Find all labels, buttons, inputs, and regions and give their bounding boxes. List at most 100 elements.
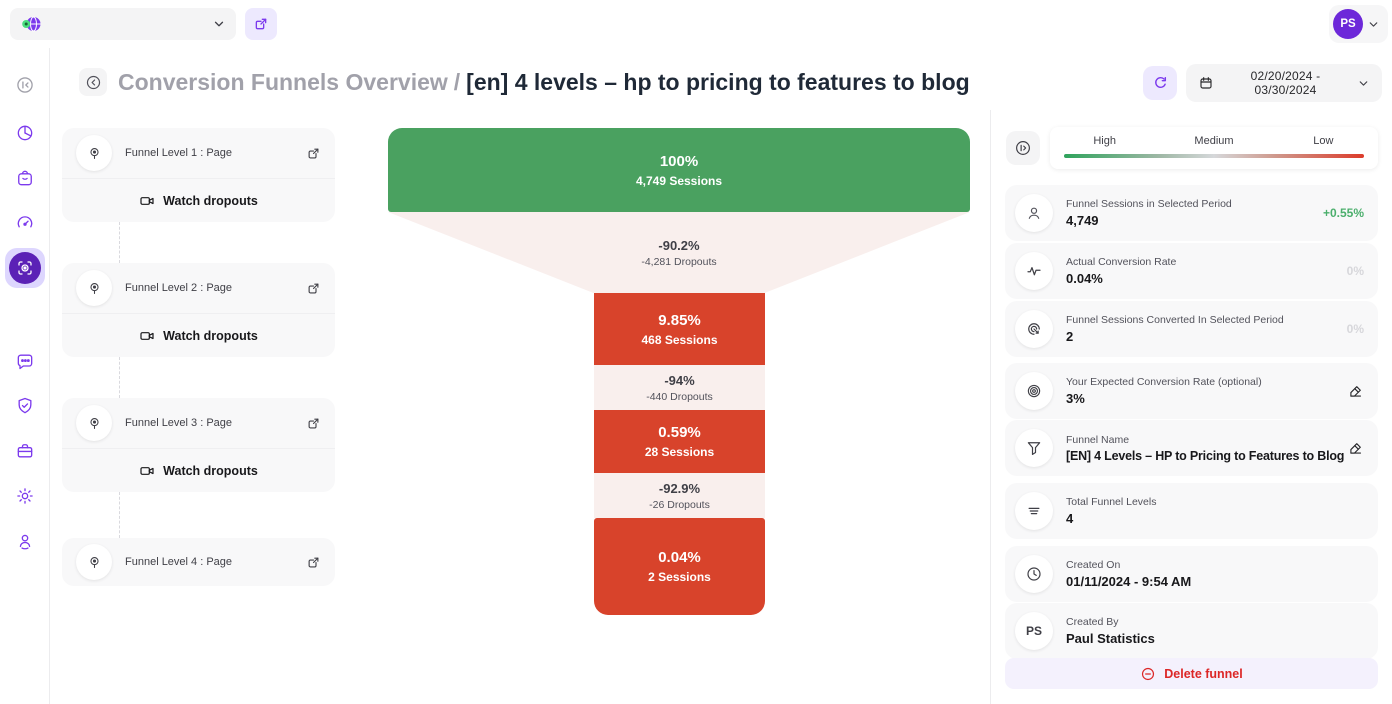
level-connector [119,357,120,398]
chat-bubble-icon [15,351,35,371]
stat-label: Total Funnel Levels [1066,496,1157,508]
watch-dropouts-button[interactable]: Watch dropouts [62,313,335,357]
trend-badge: 0% [1346,264,1364,278]
legend-low-label: Low [1313,135,1334,147]
funnel-stage-1[interactable]: 100% 4,749 Sessions [388,128,970,212]
stat-value: 0.04% [1066,271,1103,286]
sidebar-item-workspace[interactable] [7,433,43,469]
sidebar-item-dashboard[interactable] [7,115,43,151]
breadcrumb-separator: / [453,69,461,95]
site-logo-icon [20,14,44,34]
funnel-stage-3[interactable]: 0.59% 28 Sessions [594,410,765,473]
stat-value: 01/11/2024 - 9:54 AM [1066,574,1192,589]
delete-funnel-label: Delete funnel [1164,666,1243,681]
level-pin-icon [76,270,112,306]
chevron-down-icon [1367,18,1380,31]
gear-icon [15,486,35,506]
stage-sessions: 468 Sessions [641,332,718,347]
stat-label: Actual Conversion Rate [1066,256,1177,268]
level-title: Funnel Level 1 : Page [125,147,233,159]
breadcrumb: Conversion Funnels Overview / [en] 4 level… [118,69,970,96]
collapse-right-icon [1014,139,1032,157]
delete-funnel-button[interactable]: Delete funnel [1005,658,1378,689]
watch-dropouts-button[interactable]: Watch dropouts [62,178,335,222]
stage-sessions: 4,749 Sessions [635,173,723,188]
funnel-icon [1015,429,1053,467]
stat-value: 2 [1066,329,1074,344]
sidebar-item-visitors[interactable] [7,523,43,559]
arrow-left-circle-icon [85,74,102,91]
collapse-stats-panel-button[interactable] [1006,131,1040,165]
level-pin-icon [76,135,112,171]
pie-chart-icon [15,123,35,143]
chevron-down-icon [212,17,226,31]
open-level-button[interactable] [306,281,321,296]
user-menu[interactable]: PS [1329,5,1388,43]
trend-badge: 0% [1346,322,1364,336]
sidebar-collapse-button[interactable] [7,67,43,103]
calendar-icon [1198,75,1214,91]
watch-dropouts-label: Watch dropouts [163,193,258,208]
level-pin-icon [76,544,112,580]
stat-card-conversion-rate: Actual Conversion Rate 0.04% 0% [1005,243,1378,299]
funnel-level-card-4: Funnel Level 4 : Page [62,538,335,586]
video-camera-icon [139,463,155,479]
sidebar-item-ecommerce[interactable] [7,160,43,196]
date-range-picker[interactable]: 02/20/2024 - 03/30/2024 [1186,64,1382,102]
open-site-button[interactable] [245,8,277,40]
pulse-icon [1015,252,1053,290]
level-title: Funnel Level 3 : Page [125,417,233,429]
legend-high-label: High [1093,135,1116,147]
funnel-stage-2[interactable]: 9.85% 468 Sessions [594,293,765,365]
session-camera-icon [9,252,41,284]
main-sidebar [0,48,50,704]
stat-card-created-by: PS Created By Paul Statistics [1005,603,1378,659]
user-avatar: PS [1333,9,1363,39]
page-title: [en] 4 levels – hp to pricing to feature… [466,69,970,95]
funnel-stage-4[interactable]: 0.04% 2 Sessions [594,518,765,615]
sidebar-item-privacy[interactable] [7,388,43,424]
chevron-down-icon [1357,77,1370,90]
conversion-target-icon [1015,310,1053,348]
open-level-button[interactable] [306,146,321,161]
open-level-button[interactable] [306,555,321,570]
funnel-level-card-1: Funnel Level 1 : Page Watch dropouts [62,128,335,222]
sidebar-item-settings[interactable] [7,478,43,514]
shopping-bag-icon [15,168,35,188]
level-connector [119,492,120,538]
video-camera-icon [139,328,155,344]
back-button[interactable] [79,68,107,96]
sidebar-item-funnels-active[interactable] [5,248,45,288]
level-pin-icon [76,405,112,441]
clock-icon [1015,555,1053,593]
dartboard-icon [1015,372,1053,410]
level-title: Funnel Level 2 : Page [125,282,233,294]
shield-check-icon [15,396,35,416]
gauge-icon [15,213,35,233]
edit-funnel-name-button[interactable] [1347,440,1364,457]
funnel-dropout-3[interactable]: -92.9% -26 Dropouts [594,473,765,518]
level-connector [119,222,120,263]
stat-value: 4,749 [1066,213,1099,228]
stage-percent: 0.04% [658,549,701,566]
stat-label: Funnel Sessions Converted In Selected Pe… [1066,314,1284,326]
external-link-icon [253,16,269,32]
dropout-percent: -94% [664,372,695,388]
panel-divider [990,110,991,704]
open-level-button[interactable] [306,416,321,431]
funnel-dropout-1[interactable]: -90.2% -4,281 Dropouts [388,212,970,293]
stage-sessions: 2 Sessions [648,570,711,584]
breadcrumb-parent[interactable]: Conversion Funnels Overview [118,69,448,95]
dropout-count: -4,281 Dropouts [641,255,717,268]
edit-expected-rate-button[interactable] [1347,383,1364,400]
visitor-pin-icon [15,531,35,551]
stage-sessions: 28 Sessions [644,445,715,459]
watch-dropouts-button[interactable]: Watch dropouts [62,448,335,492]
workspace-selector[interactable] [10,8,236,40]
level-title: Funnel Level 4 : Page [125,556,233,568]
funnel-dropout-2[interactable]: -94% -440 Dropouts [594,365,765,410]
stat-label: Created By [1066,616,1119,628]
sidebar-item-feedback[interactable] [7,343,43,379]
refresh-button[interactable] [1143,66,1177,100]
sidebar-item-performance[interactable] [7,205,43,241]
